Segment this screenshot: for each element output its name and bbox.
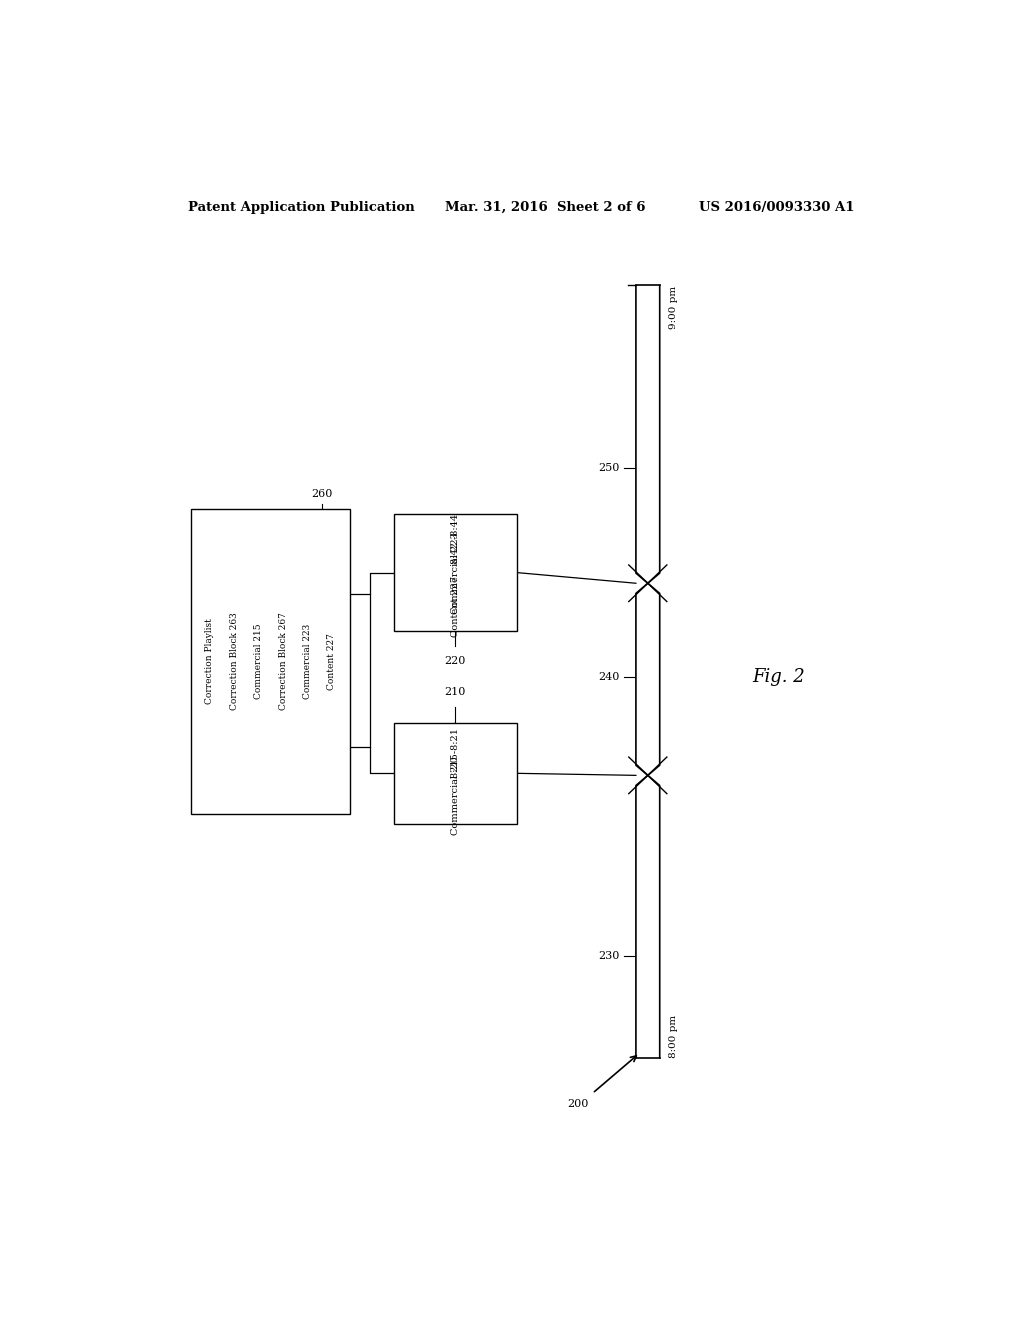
Text: Correction Block 267: Correction Block 267 <box>279 612 288 710</box>
Text: Content 227: Content 227 <box>328 634 337 690</box>
Text: Commercial 215: Commercial 215 <box>451 752 460 834</box>
Bar <box>394 722 517 824</box>
Text: Commercial 223: Commercial 223 <box>303 624 312 700</box>
Text: 260: 260 <box>311 488 333 499</box>
Bar <box>191 510 350 814</box>
Text: Mar. 31, 2016  Sheet 2 of 6: Mar. 31, 2016 Sheet 2 of 6 <box>445 201 646 214</box>
Text: 230: 230 <box>599 952 620 961</box>
Text: Correction Playlist: Correction Playlist <box>205 619 214 705</box>
Text: 8:00 pm: 8:00 pm <box>670 1015 678 1057</box>
Text: Fig. 2: Fig. 2 <box>753 668 805 686</box>
Text: 8:20 -8:21: 8:20 -8:21 <box>451 729 460 777</box>
Text: Commercial 223: Commercial 223 <box>451 532 460 614</box>
Text: 250: 250 <box>599 463 620 474</box>
Text: 8:42 -8:44: 8:42 -8:44 <box>451 513 460 564</box>
Text: 240: 240 <box>599 672 620 681</box>
Text: Correction Block 263: Correction Block 263 <box>229 612 239 710</box>
Text: 210: 210 <box>444 688 466 697</box>
Text: 220: 220 <box>444 656 466 667</box>
Text: Patent Application Publication: Patent Application Publication <box>187 201 415 214</box>
Bar <box>394 515 517 631</box>
Text: 9:00 pm: 9:00 pm <box>670 285 678 329</box>
Text: US 2016/0093330 A1: US 2016/0093330 A1 <box>699 201 855 214</box>
Text: Content 227: Content 227 <box>451 576 460 636</box>
Text: Commercial 215: Commercial 215 <box>254 624 263 700</box>
Text: 200: 200 <box>567 1098 588 1109</box>
